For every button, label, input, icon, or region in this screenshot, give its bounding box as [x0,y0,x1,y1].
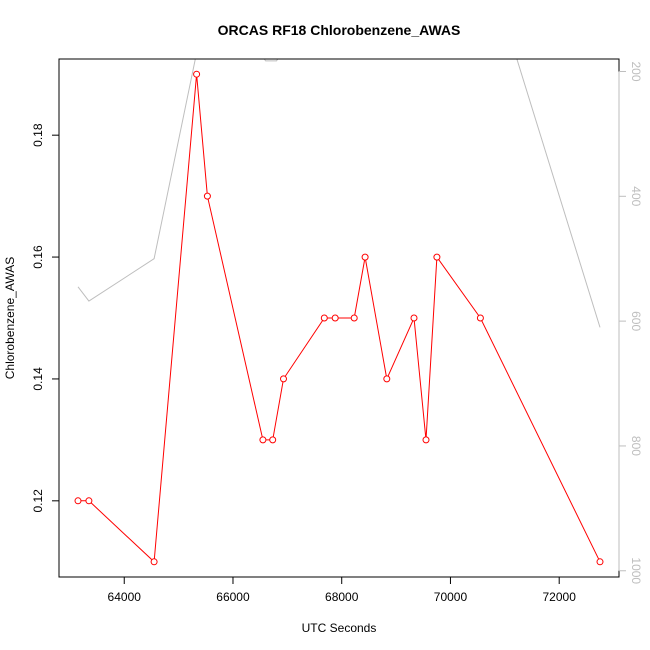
x-tick-label: 68000 [325,590,359,604]
data-point [350,314,358,322]
y-tick-label: 0.16 [31,245,45,269]
x-tick-label: 66000 [216,590,250,604]
y-axis-label: Chlorobenzene_AWAS [3,257,17,380]
chart-title: ORCAS RF18 Chlorobenzene_AWAS [218,22,461,38]
data-point [280,375,287,383]
data-point [150,558,158,566]
y2-tick-label: 1000 [629,557,643,584]
y2-tick-label: 800 [629,436,643,456]
x-tick-label: 70000 [434,590,468,604]
y-tick-label: 0.12 [31,489,45,513]
data-point [476,314,484,322]
data-point [269,436,277,444]
y2-tick-label: 400 [629,186,643,206]
data-point [422,436,430,444]
data-point [596,558,604,566]
data-point [193,70,201,78]
x-tick-label: 64000 [108,590,142,604]
series-0-line [78,74,601,563]
data-point [361,253,369,261]
series-1-line [77,59,601,328]
y2-tick-label: 600 [629,311,643,331]
data-point [433,253,441,261]
data-point [410,314,418,322]
series-layer [74,59,604,566]
x-axis-label: UTC Seconds [302,621,377,635]
data-point [383,375,391,383]
data-point [85,497,93,505]
y-tick-label: 0.14 [31,367,45,391]
y2-tick-label: 200 [629,61,643,81]
x-tick-label: 72000 [543,590,577,604]
data-point [331,314,339,322]
data-point [259,436,267,444]
data-point [320,314,328,322]
y-tick-label: 0.18 [31,123,45,147]
y2-axis: 200 400 600 800 1000 [618,61,643,584]
data-point [74,497,82,505]
data-point [203,192,211,200]
x-axis: 64000 66000 68000 70000 72000 [108,576,577,604]
y-axis: 0.12 0.14 0.16 0.18 [31,123,60,513]
